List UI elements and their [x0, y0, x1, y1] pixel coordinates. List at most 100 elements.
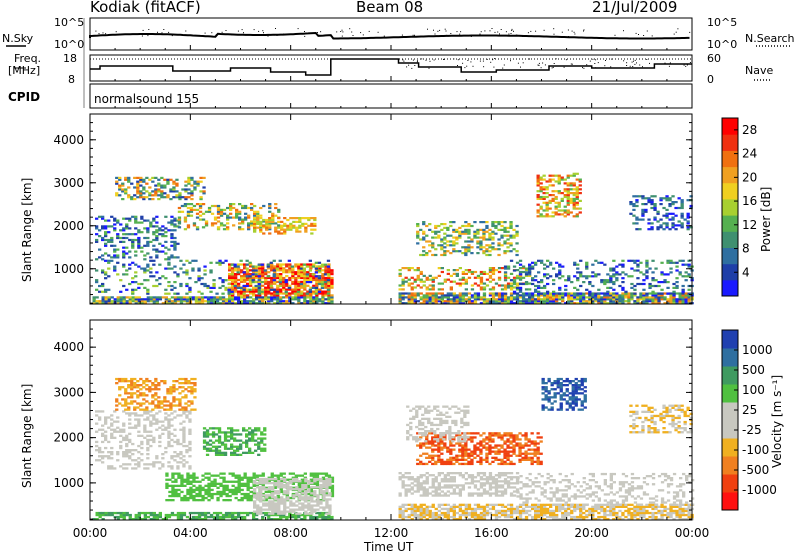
- power-cell: [107, 231, 111, 234]
- velocity-cell: [201, 488, 205, 492]
- power-cell: [509, 286, 514, 289]
- velocity-cell: [274, 482, 278, 485]
- power-cell: [288, 276, 292, 280]
- power-cell: [551, 211, 555, 214]
- power-cell: [597, 300, 601, 303]
- velocity-cell: [234, 496, 238, 500]
- power-cell: [297, 292, 301, 295]
- velocity-cell: [181, 386, 185, 389]
- power-cell: [572, 182, 576, 185]
- power-cell: [277, 220, 281, 223]
- power-cell: [615, 273, 619, 276]
- power-cell: [491, 298, 496, 301]
- power-cell: [659, 197, 663, 200]
- velocity-cell: [188, 432, 192, 435]
- velocity-cell: [110, 467, 114, 470]
- power-cell: [675, 284, 679, 288]
- power-cell: [479, 236, 483, 239]
- power-cell: [545, 186, 549, 189]
- power-cell: [528, 294, 532, 297]
- power-cell: [104, 252, 108, 255]
- power-cell: [170, 223, 174, 226]
- power-cell: [674, 224, 678, 227]
- velocity-cell: [254, 443, 258, 446]
- power-cell: [443, 250, 447, 253]
- velocity-cell: [133, 382, 137, 385]
- power-cell: [315, 280, 319, 283]
- power-cell: [542, 195, 546, 199]
- power-cell: [137, 302, 141, 305]
- power-cell: [534, 302, 538, 305]
- velocity-cell: [222, 490, 226, 494]
- velocity-cell: [219, 476, 223, 479]
- power-cell: [273, 271, 277, 274]
- velocity-cell: [187, 400, 191, 403]
- power-cell: [154, 192, 158, 195]
- power-cell: [458, 294, 462, 297]
- power-cell: [175, 196, 179, 199]
- velocity-cell: [212, 515, 217, 519]
- velocity-cell: [179, 451, 183, 454]
- power-cell: [687, 294, 691, 297]
- velocity-cell: [248, 451, 252, 454]
- velocity-cell: [157, 396, 161, 399]
- power-cell: [279, 296, 283, 299]
- power-cell: [330, 286, 334, 289]
- nsearch-dot: [446, 34, 448, 36]
- nsearch-dot: [484, 30, 486, 32]
- power-cell: [315, 269, 319, 272]
- power-cell: [521, 276, 526, 279]
- power-cell: [564, 279, 568, 282]
- power-cell: [199, 180, 203, 183]
- velocity-cell: [245, 429, 249, 432]
- power-cell: [228, 275, 232, 278]
- power-cell: [124, 190, 128, 193]
- velocity-cell: [149, 414, 153, 417]
- power-cell: [476, 274, 481, 277]
- power-cell: [270, 269, 274, 272]
- power-cell: [277, 210, 281, 213]
- power-cell: [121, 188, 125, 191]
- power-cell: [257, 286, 261, 289]
- power-cell: [321, 273, 325, 276]
- power-cell: [273, 267, 277, 270]
- velocity-cell: [133, 400, 137, 403]
- power-cell: [146, 242, 150, 245]
- power-cell: [166, 178, 170, 181]
- power-cell: [552, 290, 556, 293]
- velocity-cell: [330, 480, 335, 483]
- power-cell: [300, 263, 304, 266]
- power-cell: [234, 280, 238, 283]
- power-cell: [245, 284, 249, 288]
- velocity-cell: [318, 499, 323, 502]
- power-cell: [189, 206, 194, 210]
- power-cell: [327, 294, 331, 297]
- power-cell: [116, 261, 120, 264]
- velocity-cell: [315, 474, 320, 477]
- velocity-cell: [161, 465, 165, 468]
- power-cell: [184, 190, 188, 193]
- power-cell: [297, 298, 301, 301]
- power-cell: [289, 217, 293, 220]
- nsearch-dot: [267, 35, 269, 37]
- power-cell: [497, 276, 502, 279]
- power-cell: [431, 242, 435, 245]
- power-cell: [259, 206, 263, 210]
- nsearch-dot: [352, 35, 354, 36]
- power-cell: [503, 272, 508, 275]
- velocity-cell: [136, 386, 140, 389]
- velocity-cell: [264, 490, 268, 494]
- power-cell: [131, 240, 135, 243]
- power-cell: [648, 296, 652, 299]
- power-cell: [612, 281, 616, 284]
- velocity-cell: [140, 440, 144, 444]
- power-cell: [579, 271, 583, 274]
- velocity-cell: [276, 518, 280, 521]
- power-cell: [299, 292, 303, 295]
- velocity-cell: [220, 441, 225, 444]
- power-cell: [327, 290, 331, 293]
- power-cell: [497, 221, 501, 224]
- velocity-cell: [174, 484, 178, 487]
- power-cell: [494, 232, 498, 235]
- velocity-cell: [309, 494, 313, 498]
